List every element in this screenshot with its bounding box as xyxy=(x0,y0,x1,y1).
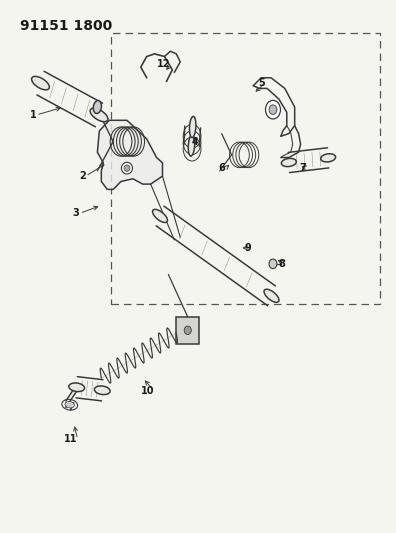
Polygon shape xyxy=(97,120,162,189)
Text: 4: 4 xyxy=(191,136,198,147)
Text: 3: 3 xyxy=(73,208,80,219)
Bar xyxy=(176,317,199,344)
Ellipse shape xyxy=(94,386,110,394)
Ellipse shape xyxy=(269,259,277,269)
Text: 2: 2 xyxy=(79,171,86,181)
Text: 91151 1800: 91151 1800 xyxy=(21,19,113,33)
Ellipse shape xyxy=(152,209,168,222)
Text: 1: 1 xyxy=(29,110,36,120)
Text: 12: 12 xyxy=(157,60,170,69)
Ellipse shape xyxy=(282,158,296,167)
Ellipse shape xyxy=(184,326,191,335)
Ellipse shape xyxy=(32,76,50,90)
Text: 9: 9 xyxy=(244,243,251,253)
Ellipse shape xyxy=(124,165,130,171)
Ellipse shape xyxy=(189,116,196,138)
Ellipse shape xyxy=(69,383,85,392)
Ellipse shape xyxy=(321,154,336,162)
Text: 8: 8 xyxy=(278,259,285,269)
Ellipse shape xyxy=(264,289,279,302)
Text: 11: 11 xyxy=(64,434,78,445)
Ellipse shape xyxy=(90,108,108,122)
Text: 10: 10 xyxy=(141,386,154,397)
Ellipse shape xyxy=(188,135,195,156)
Text: 5: 5 xyxy=(258,78,265,88)
Ellipse shape xyxy=(93,101,101,114)
Ellipse shape xyxy=(265,100,280,119)
Text: 7: 7 xyxy=(300,163,307,173)
Ellipse shape xyxy=(65,401,74,408)
Ellipse shape xyxy=(122,163,133,174)
Text: 6: 6 xyxy=(219,163,226,173)
Bar xyxy=(111,33,379,304)
Ellipse shape xyxy=(269,105,277,115)
